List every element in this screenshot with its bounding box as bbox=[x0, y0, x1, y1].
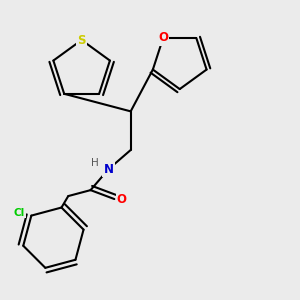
Text: O: O bbox=[117, 193, 127, 206]
Text: Cl: Cl bbox=[14, 208, 25, 218]
Text: H: H bbox=[91, 158, 99, 168]
Text: O: O bbox=[158, 32, 168, 44]
Text: S: S bbox=[77, 34, 86, 46]
Text: N: N bbox=[103, 163, 113, 176]
